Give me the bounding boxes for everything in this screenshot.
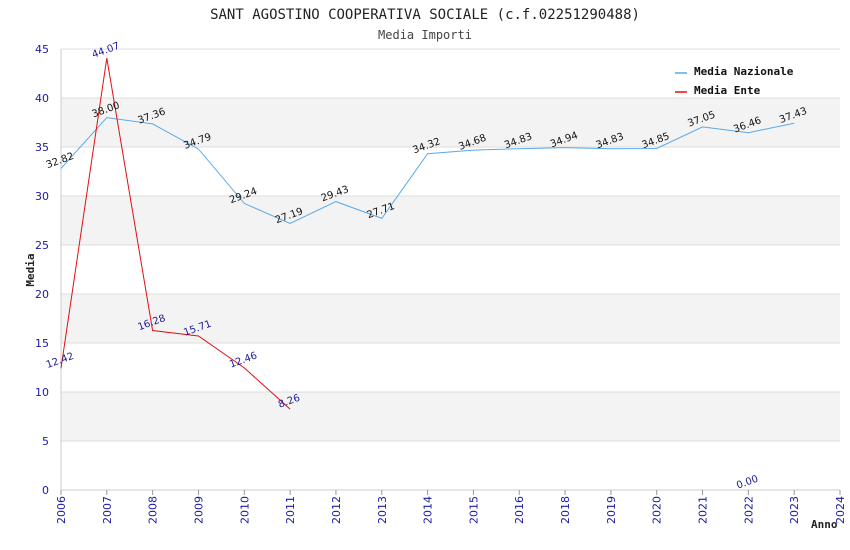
legend-label: Media Nazionale	[694, 65, 794, 78]
series-line-media-ente	[60, 58, 291, 410]
y-tick-label: 25	[35, 239, 49, 252]
y-tick-label: 20	[35, 288, 49, 301]
data-label: 0.00	[735, 474, 760, 492]
x-tick-label: 2007	[101, 496, 114, 524]
y-tick-label: 40	[35, 92, 49, 105]
x-tick-label: 2022	[742, 496, 755, 524]
tick-labels: 0 5 10 15 20 25 30 35 40 45 2006 2007 2008 2009 2010 20…	[35, 43, 847, 524]
y-tick-label: 35	[35, 141, 49, 154]
gridlines	[61, 48, 840, 491]
plot-band	[61, 196, 840, 245]
x-tick-label: 2012	[330, 496, 343, 524]
x-tick-label: 2023	[788, 496, 801, 524]
plot-band	[61, 294, 840, 343]
plot-bands	[61, 98, 840, 441]
x-tick-label: 2021	[697, 496, 710, 524]
data-label: 44.07	[91, 41, 122, 61]
x-tick-label: 2024	[834, 496, 847, 524]
x-tick-label: 2018	[559, 496, 572, 524]
axes	[60, 49, 841, 495]
plot-band	[61, 98, 840, 147]
y-tick-label: 5	[42, 435, 49, 448]
data-label: 32.82	[45, 151, 76, 171]
legend: Media Nazionale Media Ente	[675, 65, 794, 97]
x-tick-label: 2019	[605, 496, 618, 524]
series-lines	[60, 58, 795, 410]
x-tick-label: 2008	[147, 496, 160, 524]
y-tick-label: 0	[42, 484, 49, 497]
x-tick-label: 2016	[513, 496, 526, 524]
series-line-media-nazionale	[60, 117, 795, 225]
data-label: 12.42	[45, 351, 76, 371]
x-axis-label: Anno	[811, 518, 838, 531]
x-tick-label: 2009	[192, 496, 205, 524]
legend-label: Media Ente	[694, 84, 761, 97]
x-tick-label: 2006	[55, 496, 68, 524]
x-tick-label: 2014	[422, 496, 435, 524]
y-tick-label: 15	[35, 337, 49, 350]
x-tick-label: 2020	[651, 496, 664, 524]
y-tick-label: 30	[35, 190, 49, 203]
x-tick-label: 2015	[467, 496, 480, 524]
plot-band	[61, 392, 840, 441]
chart-title: SANT AGOSTINO COOPERATIVA SOCIALE (c.f.0…	[210, 7, 640, 23]
x-tick-label: 2010	[238, 496, 251, 524]
y-tick-label: 45	[35, 43, 49, 56]
y-tick-label: 10	[35, 386, 49, 399]
x-tick-label: 2011	[284, 496, 297, 524]
y-axis-label: Media	[24, 253, 37, 286]
x-tick-label: 2013	[376, 496, 389, 524]
chart-subtitle: Media Importi	[378, 28, 472, 42]
